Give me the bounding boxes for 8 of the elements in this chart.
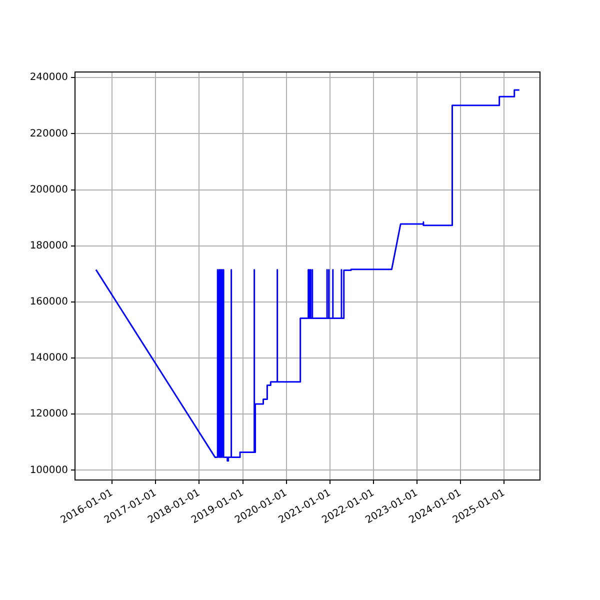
y-tick-label: 120000 xyxy=(30,408,68,420)
y-tick-label: 240000 xyxy=(30,72,68,84)
y-tick-label: 100000 xyxy=(30,464,68,476)
y-tick-label: 200000 xyxy=(30,184,68,196)
y-tick-label: 160000 xyxy=(30,296,68,308)
y-tick-label: 220000 xyxy=(30,128,68,140)
y-tick-label: 180000 xyxy=(30,240,68,252)
y-tick-label: 140000 xyxy=(30,352,68,364)
